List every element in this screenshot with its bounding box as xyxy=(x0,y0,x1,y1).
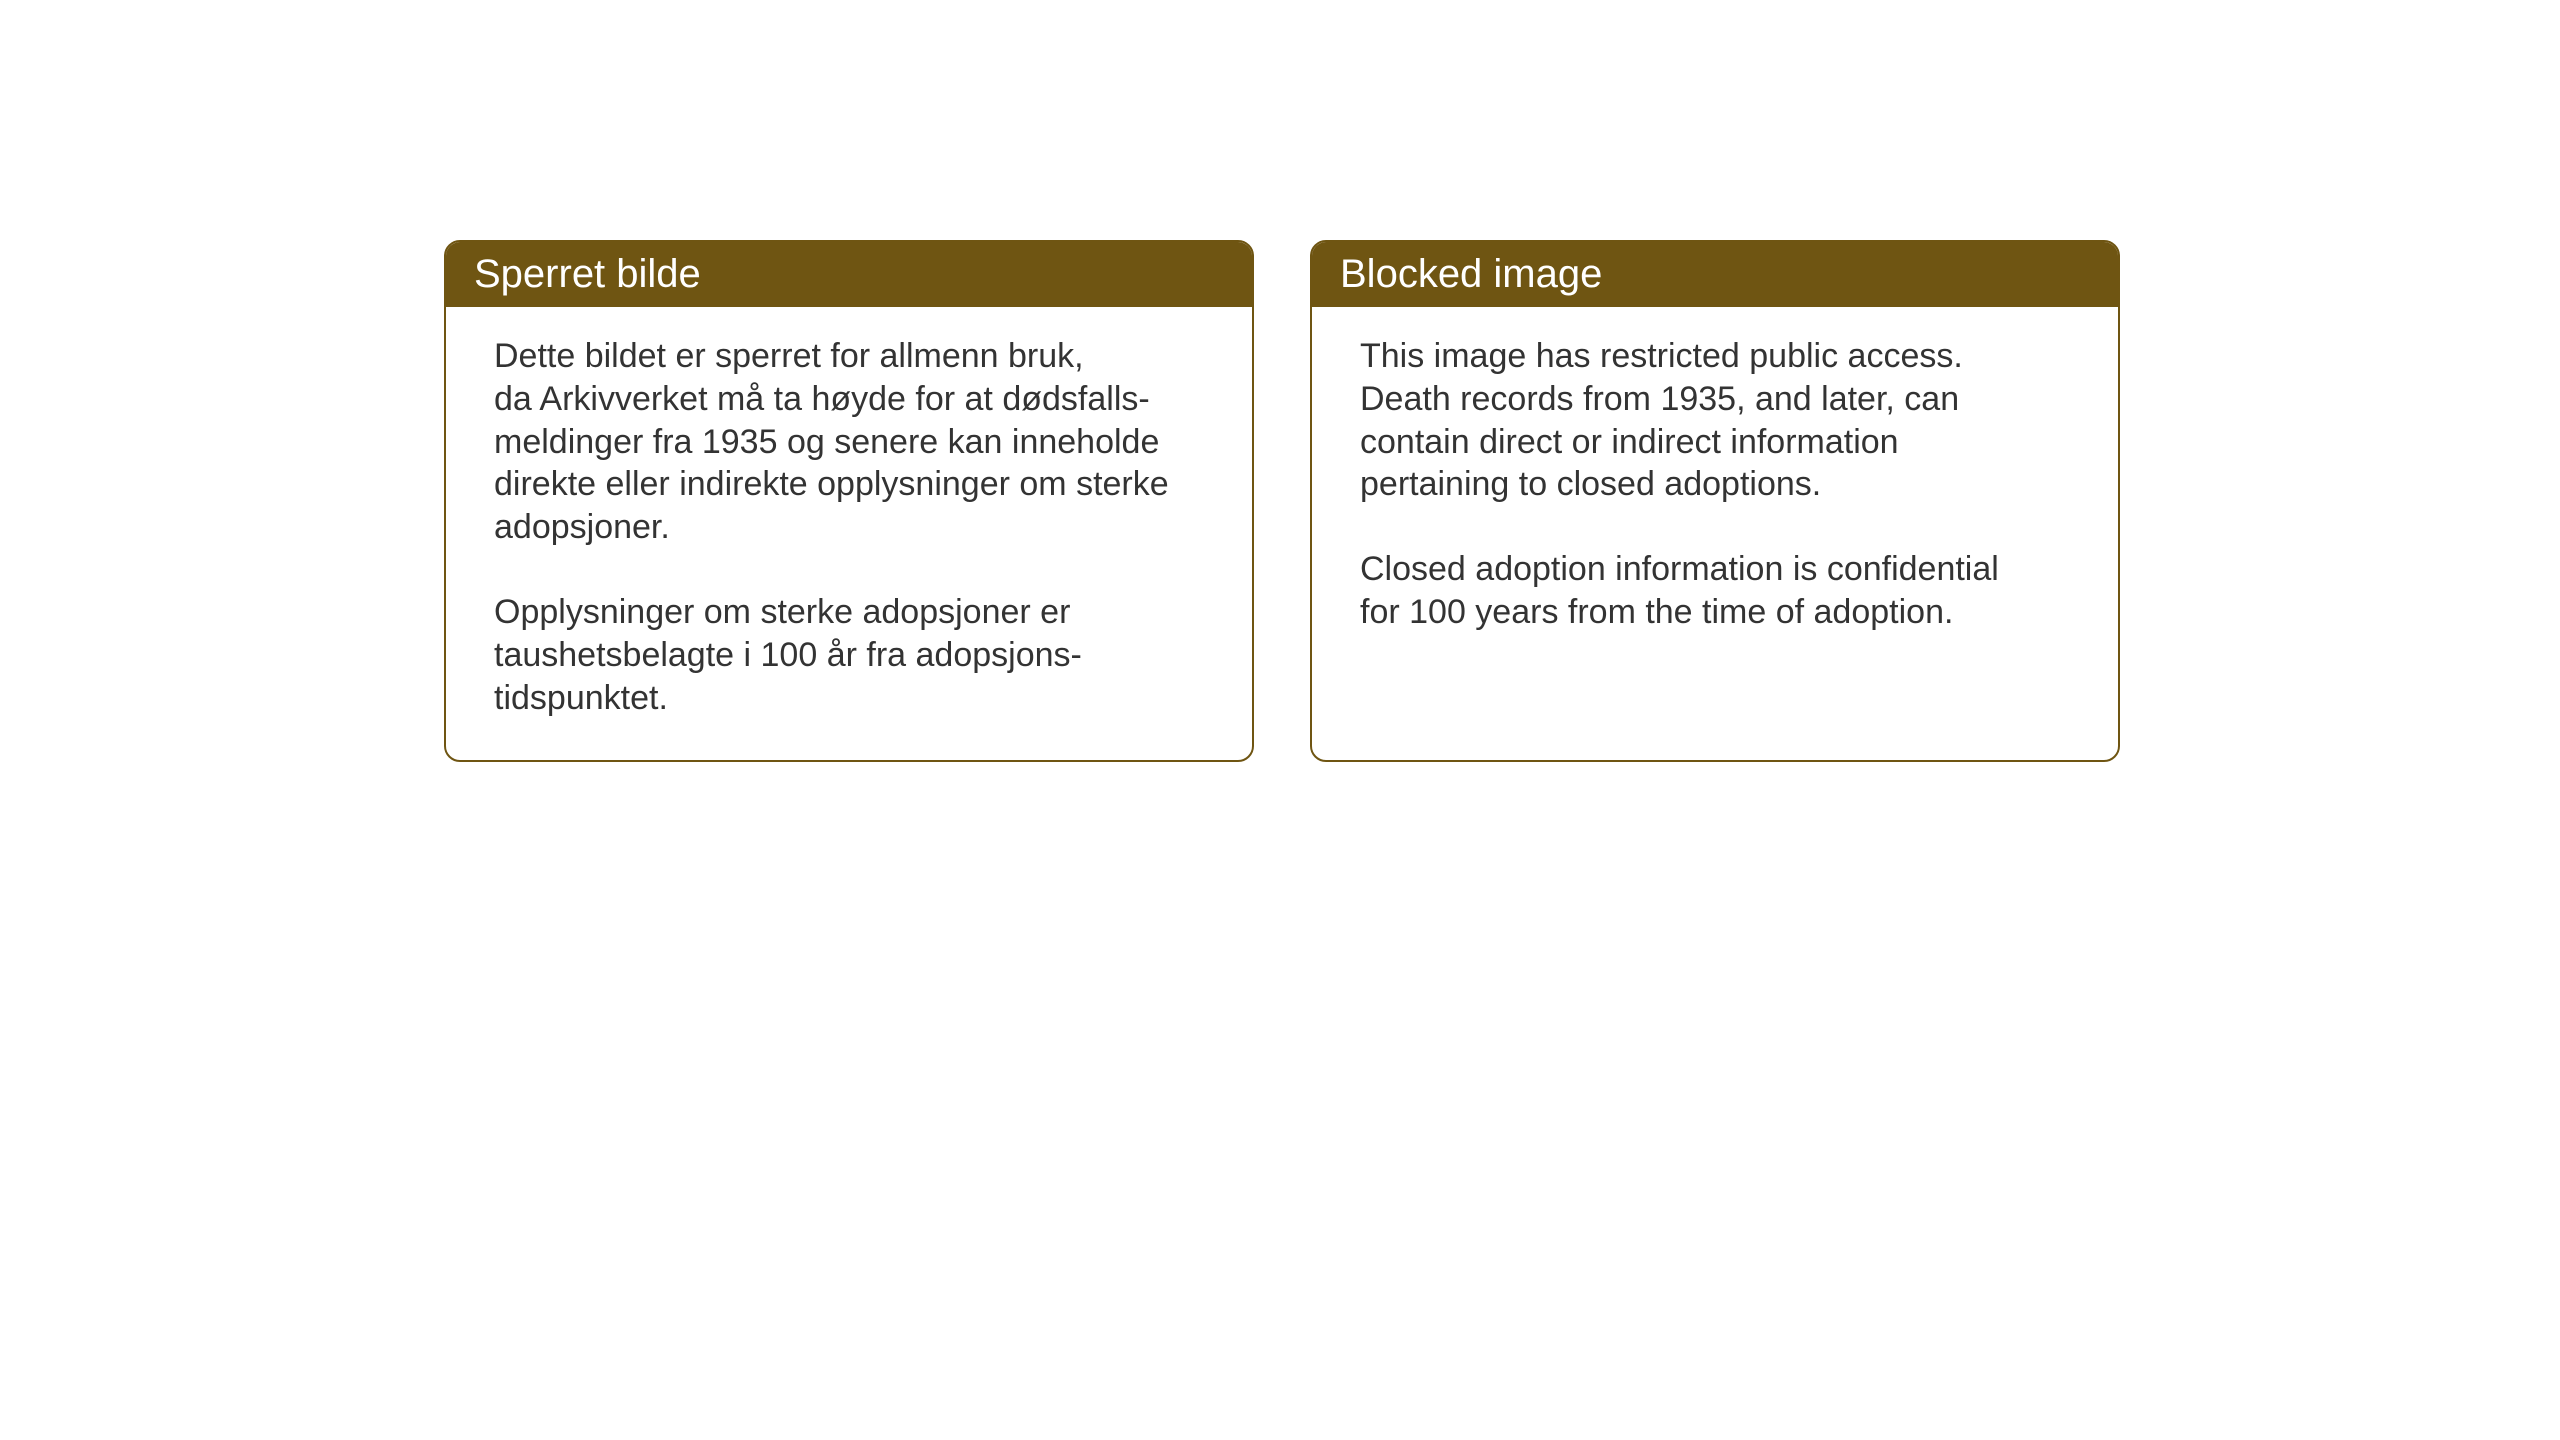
card-paragraph2-english: Closed adoption information is confident… xyxy=(1360,548,2070,634)
card-norwegian: Sperret bilde Dette bildet er sperret fo… xyxy=(444,240,1254,762)
card-english: Blocked image This image has restricted … xyxy=(1310,240,2120,762)
card-title-norwegian: Sperret bilde xyxy=(474,252,701,296)
card-header-norwegian: Sperret bilde xyxy=(446,242,1252,307)
card-body-norwegian: Dette bildet er sperret for allmenn bruk… xyxy=(446,307,1252,760)
card-paragraph1-norwegian: Dette bildet er sperret for allmenn bruk… xyxy=(494,335,1204,549)
card-paragraph1-english: This image has restricted public access.… xyxy=(1360,335,2070,506)
card-body-english: This image has restricted public access.… xyxy=(1312,307,2118,751)
card-title-english: Blocked image xyxy=(1340,252,1602,296)
card-header-english: Blocked image xyxy=(1312,242,2118,307)
cards-container: Sperret bilde Dette bildet er sperret fo… xyxy=(444,240,2120,762)
card-paragraph2-norwegian: Opplysninger om sterke adopsjoner er tau… xyxy=(494,591,1204,719)
